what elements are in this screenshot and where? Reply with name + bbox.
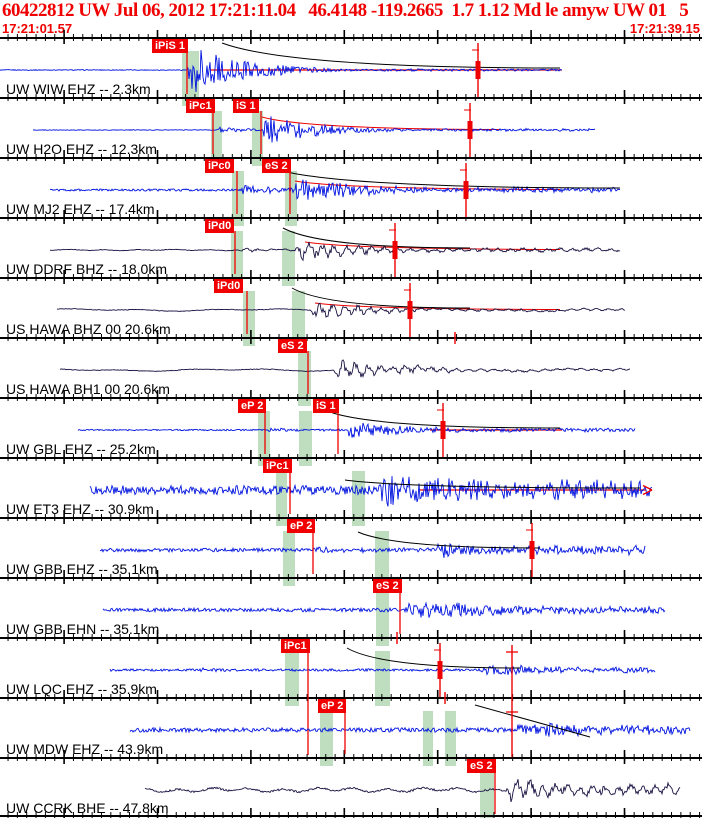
pick-uncertainty-band xyxy=(182,51,199,106)
waveform-trace xyxy=(59,359,631,379)
amplitude-marker-blob[interactable] xyxy=(437,661,443,679)
amplitude-marker-blob[interactable] xyxy=(475,61,481,79)
phase-pick-label[interactable]: eP 2 xyxy=(287,519,316,533)
window-end-time: 17:21:39.15 xyxy=(629,21,700,36)
coda-end-arrow-icon xyxy=(642,484,653,496)
waveform-trace xyxy=(129,722,691,738)
phase-pick-label[interactable]: eS 2 xyxy=(373,579,402,593)
phase-pick-label[interactable]: iPc1 xyxy=(281,639,310,653)
waveform-trace xyxy=(0,50,563,93)
station-label: UW DDRF BHZ -- 18.0km xyxy=(6,261,167,277)
waveform-trace xyxy=(144,779,681,803)
pick-uncertainty-band xyxy=(258,411,270,466)
amplitude-marker-blob[interactable] xyxy=(407,301,413,319)
coda-decay-curve-red xyxy=(294,180,561,190)
pick-uncertainty-band xyxy=(282,231,295,286)
phase-pick-label[interactable]: eS 2 xyxy=(262,159,291,173)
waveform-trace xyxy=(102,601,666,618)
station-label: UW WIW EHZ -- 2.3km xyxy=(6,81,151,97)
pick-uncertainty-band xyxy=(320,711,333,766)
pick-uncertainty-band xyxy=(423,711,433,766)
station-label: US HAWA BH1 00 20.6km xyxy=(6,381,170,397)
pick-uncertainty-band xyxy=(375,651,390,706)
coda-decay-curve xyxy=(344,479,641,489)
pick-uncertainty-band xyxy=(276,471,287,526)
waveform-trace xyxy=(89,476,653,507)
pick-uncertainty-band xyxy=(299,411,312,466)
coda-decay-curve xyxy=(282,227,471,249)
amplitude-marker-blob[interactable] xyxy=(529,541,535,559)
event-header-line: 60422812 UW Jul 06, 2012 17:21:11.04 46.… xyxy=(2,0,689,21)
station-label: UW CCRK BHE -- 47.8km xyxy=(6,800,169,816)
station-label: UW H2O EHZ -- 12.3km xyxy=(6,141,157,157)
station-label: UW ET3 EHZ -- 30.9km xyxy=(6,501,154,517)
station-label: US HAWA BHZ 00 20.6km xyxy=(6,321,171,337)
time-window-row: 17:21:01.57 17:21:39.15 xyxy=(2,21,700,36)
amplitude-marker-blob[interactable] xyxy=(463,181,469,199)
coda-decay-curve xyxy=(357,531,541,549)
phase-pick-label[interactable]: eS 2 xyxy=(278,339,307,353)
coda-decay-curve xyxy=(277,169,621,189)
pick-uncertainty-band xyxy=(232,171,244,226)
waveform-trace xyxy=(49,241,621,262)
amplitude-marker-blob[interactable] xyxy=(467,121,473,139)
phase-pick-label[interactable]: iS 1 xyxy=(313,399,339,413)
pick-uncertainty-band xyxy=(243,291,255,346)
amplitude-marker-blob[interactable] xyxy=(392,241,398,259)
pick-uncertainty-band xyxy=(252,111,263,166)
phase-pick-label[interactable]: eS 2 xyxy=(467,759,496,773)
station-label: UW MJ2 EHZ -- 17.4km xyxy=(6,201,155,217)
coda-decay-curve xyxy=(291,287,471,309)
coda-decay-curve-red xyxy=(261,116,501,130)
coda-decay-curve xyxy=(221,42,561,69)
phase-pick-label[interactable]: iPd0 xyxy=(205,219,235,233)
phase-pick-label[interactable]: iS 1 xyxy=(233,99,259,113)
phase-pick-label[interactable]: eP 2 xyxy=(318,699,347,713)
coda-decay-curve xyxy=(329,411,561,429)
waveform-trace xyxy=(109,664,656,676)
coda-decay-curve-red xyxy=(314,302,561,310)
station-label: UW GBB EHN -- 35.1km xyxy=(6,621,160,637)
window-start-time: 17:21:01.57 xyxy=(2,21,73,36)
station-label: UW LQC EHZ -- 35.9km xyxy=(6,681,157,697)
pick-uncertainty-band xyxy=(376,591,389,646)
pick-uncertainty-band xyxy=(285,171,297,226)
pick-uncertainty-band xyxy=(292,291,305,346)
waveform-trace xyxy=(99,542,646,558)
station-label: UW GBB EHZ -- 35.1km xyxy=(6,561,158,577)
pick-uncertainty-band xyxy=(211,111,222,166)
phase-pick-label[interactable]: iPc1 xyxy=(263,459,292,473)
waveform-trace xyxy=(32,116,596,143)
phase-pick-label[interactable]: iPiS 1 xyxy=(152,39,188,53)
pick-uncertainty-band xyxy=(480,771,494,818)
pick-uncertainty-band xyxy=(445,711,456,766)
coda-decay-curve xyxy=(346,647,521,669)
phase-pick-label[interactable]: iPc1 xyxy=(186,99,215,113)
phase-pick-label[interactable]: iPc0 xyxy=(205,159,234,173)
pick-uncertainty-band xyxy=(231,231,243,286)
pick-uncertainty-band xyxy=(375,531,389,586)
station-label: UW MDW EHZ -- 43.9km xyxy=(6,741,164,757)
coda-decay-curve-red xyxy=(304,241,561,250)
phase-pick-label[interactable]: iPd0 xyxy=(214,279,244,293)
station-label: UW GBL EHZ -- 25.2km xyxy=(6,441,156,457)
coda-decay-line xyxy=(474,704,591,738)
waveform-trace xyxy=(49,179,621,200)
waveform-trace xyxy=(77,422,636,438)
pick-uncertainty-band xyxy=(352,471,365,526)
pick-uncertainty-band xyxy=(285,651,299,706)
waveform-trace xyxy=(56,302,626,318)
pick-uncertainty-band xyxy=(283,531,295,586)
phase-pick-label[interactable]: eP 2 xyxy=(238,399,267,413)
amplitude-marker-blob[interactable] xyxy=(440,421,446,439)
